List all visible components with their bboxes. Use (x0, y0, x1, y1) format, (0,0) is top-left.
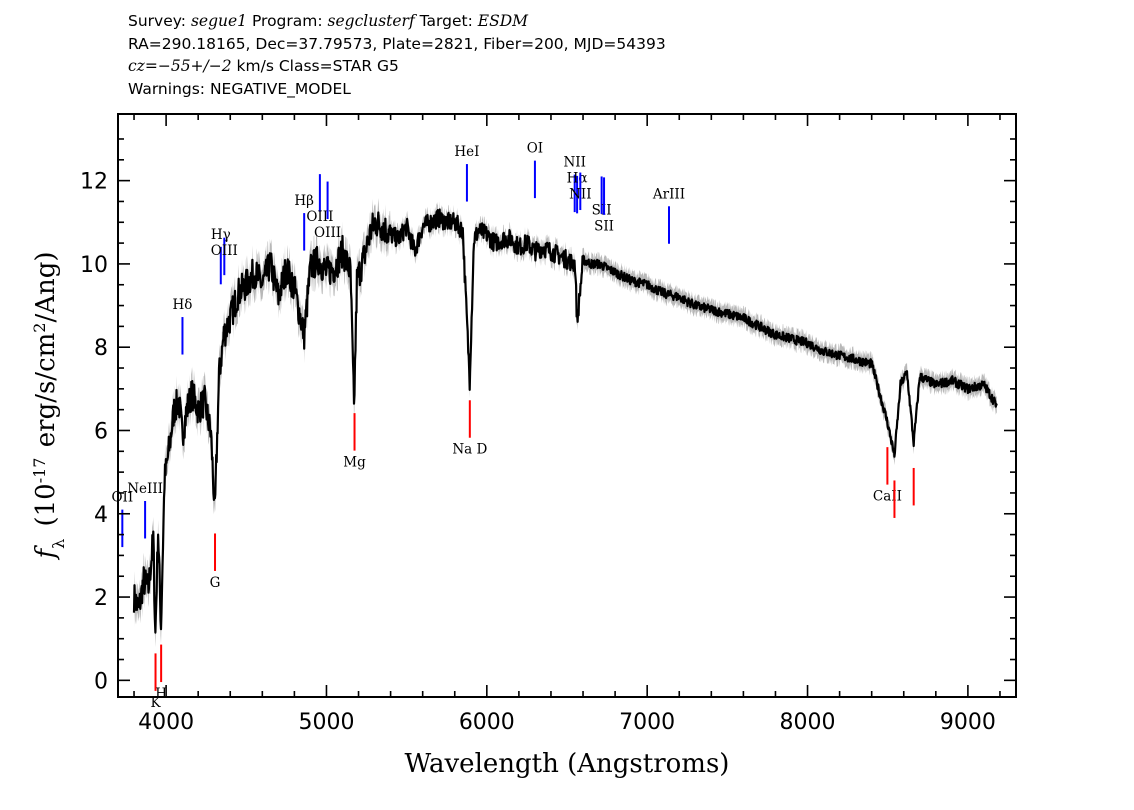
emission-label-4: OIII (211, 243, 238, 259)
x-tick-label: 9000 (940, 710, 996, 735)
absorption-label-1: H (155, 686, 167, 702)
y-tick-label: 2 (94, 586, 108, 611)
cz-unit-class: km/s Class=STAR G5 (231, 57, 399, 75)
y-tick-label: 4 (94, 503, 108, 528)
emission-label-13: SII (592, 203, 612, 219)
emission-label-0: OII (111, 490, 133, 506)
emission-label-14: SII (594, 219, 614, 235)
y-tick-label: 10 (80, 253, 108, 278)
header-line-2: RA=290.18165, Dec=37.79573, Plate=2821, … (128, 34, 666, 53)
emission-label-3: Hγ (211, 227, 231, 243)
emission-label-9: OI (527, 141, 543, 157)
absorption-label-4: Na D (452, 442, 487, 458)
y-axis-unit1: erg/s/cm (31, 333, 61, 456)
emission-label-15: ArIII (652, 186, 685, 202)
cz-value: =−55+/−2 (144, 57, 232, 75)
y-axis-unit2: /Ang) (31, 251, 61, 322)
cz-label: cz (128, 57, 145, 75)
target-label: Target: (419, 12, 473, 30)
emission-label-12: NII (569, 187, 591, 203)
emission-label-8: HeI (454, 144, 479, 160)
emission-label-1: NeIII (127, 481, 163, 497)
target-value: ESDM (477, 12, 529, 30)
absorption-label-0: K (150, 695, 161, 711)
spectrum-series (132, 208, 998, 634)
y-axis-open: (10 (31, 483, 61, 535)
survey-value: segue1 (190, 12, 248, 30)
axis-ticks (118, 114, 1016, 697)
spectrum-line (132, 208, 998, 634)
x-tick-label: 6000 (459, 710, 515, 735)
y-tick-label: 6 (94, 419, 108, 444)
program-label: Program: (251, 12, 323, 30)
y-axis-title: fλ (10-17 erg/s/cm2/Ang) (30, 251, 68, 560)
header-line-1: Survey: segue1 Program: segclusterf Targ… (128, 10, 666, 33)
y-tick-label: 8 (94, 336, 108, 361)
absorption-label-5: CaII (873, 489, 902, 505)
emission-label-2: Hδ (173, 297, 193, 313)
program-value: segclusterf (327, 12, 415, 30)
header-line-3: cz=−55+/−2 km/s Class=STAR G5 (128, 55, 666, 78)
survey-label: Survey: (128, 12, 187, 30)
x-axis-title: Wavelength (Angstroms) (405, 749, 730, 779)
spectrum-header: Survey: segue1 Program: segclusterf Targ… (128, 10, 666, 100)
emission-label-5: Hβ (294, 193, 314, 209)
y-tick-label: 12 (80, 170, 108, 195)
x-tick-label: 4000 (138, 710, 194, 735)
x-tick-label: 5000 (298, 710, 354, 735)
x-tick-label: 7000 (619, 710, 675, 735)
y-axis-exp: -17 (30, 458, 49, 484)
y-tick-label: 0 (94, 669, 108, 694)
y-axis-sq: 2 (30, 323, 49, 333)
header-line-4: Warnings: NEGATIVE_MODEL (128, 79, 351, 98)
absorption-label-3: Mg (343, 455, 366, 471)
svg-text:fλ (10-17 erg/s/cm2/Ang): fλ (10-17 erg/s/cm2/Ang) (30, 251, 68, 560)
axis-tick-labels: 4000 5000 6000 7000 8000 9000 0 2 4 6 8 10 12 (80, 170, 996, 735)
y-axis-lambda: λ (49, 539, 68, 549)
x-tick-label: 8000 (780, 710, 836, 735)
emission-label-11: Hα (567, 171, 588, 187)
plot-frame (117, 113, 1017, 698)
emission-label-7: OIII (314, 225, 341, 241)
absorption-label-2: G (210, 575, 221, 591)
emission-label-6: OIII (306, 209, 333, 225)
emission-label-10: NII (563, 155, 585, 171)
